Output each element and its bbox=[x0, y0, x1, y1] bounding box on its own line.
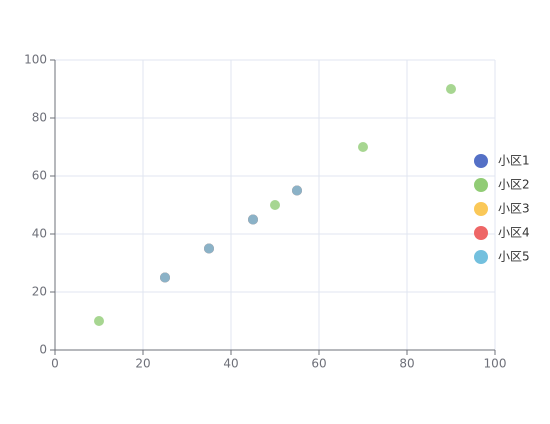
x-tick-label: 0 bbox=[51, 357, 59, 371]
y-tick-label: 80 bbox=[32, 111, 47, 125]
x-tick-label: 100 bbox=[484, 357, 507, 371]
y-tick-label: 60 bbox=[32, 169, 47, 183]
point bbox=[292, 185, 302, 196]
y-tick-label: 100 bbox=[24, 53, 47, 67]
legend-text: 小区5 bbox=[498, 250, 530, 264]
point bbox=[160, 272, 170, 283]
point bbox=[94, 316, 104, 326]
point bbox=[446, 84, 456, 94]
x-tick-label: 60 bbox=[311, 357, 326, 371]
legend-text: 小区4 bbox=[498, 226, 530, 240]
legend-marker bbox=[474, 178, 488, 192]
x-tick-label: 20 bbox=[135, 357, 150, 371]
y-tick-label: 20 bbox=[32, 285, 47, 299]
legend-text: 小区2 bbox=[498, 178, 530, 192]
legend-marker bbox=[474, 226, 488, 240]
x-tick-label: 80 bbox=[399, 357, 414, 371]
legend-text: 小区1 bbox=[498, 154, 530, 168]
legend-marker bbox=[474, 250, 488, 264]
y-tick-label: 0 bbox=[39, 343, 47, 357]
y-tick-label: 40 bbox=[32, 227, 47, 241]
x-tick-label: 40 bbox=[223, 357, 238, 371]
legend-marker bbox=[474, 202, 488, 216]
point bbox=[358, 142, 368, 152]
point bbox=[248, 214, 258, 225]
legend-marker bbox=[474, 154, 488, 168]
legend-text: 小区3 bbox=[498, 202, 530, 216]
point bbox=[270, 200, 280, 210]
point bbox=[204, 243, 214, 254]
